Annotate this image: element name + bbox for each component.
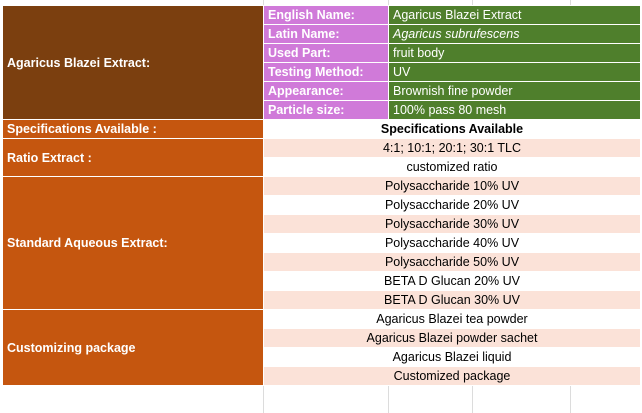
aqueous-row: Polysaccharide 20% UV xyxy=(3,195,641,215)
attribute-value[interactable]: fruit body xyxy=(388,43,641,63)
ratio-value[interactable]: customized ratio xyxy=(263,157,641,177)
attribute-value[interactable]: Agaricus subrufescens xyxy=(388,24,641,44)
customizing-row: Agaricus Blazei liquid xyxy=(3,347,641,367)
aqueous-value[interactable]: Polysaccharide 10% UV xyxy=(263,176,641,196)
customizing-row: Customizing package Agaricus Blazei tea … xyxy=(2,309,641,386)
attribute-label[interactable]: Appearance: xyxy=(263,81,389,101)
aqueous-value[interactable]: BETA D Glucan 30% UV xyxy=(263,290,641,310)
product-name-cell[interactable]: Agaricus Blazei Extract: xyxy=(2,5,264,120)
attribute-value[interactable]: UV xyxy=(388,62,641,82)
attribute-value[interactable]: Agaricus Blazei Extract xyxy=(388,5,641,25)
customizing-row: Customized package xyxy=(3,366,641,386)
aqueous-row: Standard Aqueous Extract: Polysaccharide… xyxy=(2,176,641,310)
aqueous-row: Polysaccharide 50% UV xyxy=(3,252,641,272)
aqueous-row: Polysaccharide 40% UV xyxy=(3,233,641,253)
aqueous-row: BETA D Glucan 20% UV xyxy=(3,271,641,291)
customizing-value[interactable]: Agaricus Blazei tea powder xyxy=(263,309,641,329)
aqueous-value[interactable]: BETA D Glucan 20% UV xyxy=(263,271,641,291)
attribute-label[interactable]: Used Part: xyxy=(263,43,389,63)
ratio-value[interactable]: 4:1; 10:1; 20:1; 30:1 TLC xyxy=(263,138,641,158)
attribute-row: Agaricus Blazei Extract: English Name: A… xyxy=(2,5,641,120)
spec-table: Agaricus Blazei Extract: English Name: A… xyxy=(2,5,641,386)
ratio-row: customized ratio xyxy=(3,157,641,177)
customizing-value[interactable]: Agaricus Blazei powder sachet xyxy=(263,328,641,348)
attribute-label[interactable]: Latin Name: xyxy=(263,24,389,44)
customizing-value[interactable]: Customized package xyxy=(263,366,641,386)
ratio-extract-label[interactable]: Ratio Extract : xyxy=(2,138,264,177)
attribute-label[interactable]: Testing Method: xyxy=(263,62,389,82)
specifications-header[interactable]: Specifications Available xyxy=(263,119,641,139)
specifications-row: Specifications Available : Specification… xyxy=(2,119,641,139)
aqueous-row: Polysaccharide 30% UV xyxy=(3,214,641,234)
attribute-row: Particle size: 100% pass 80 mesh xyxy=(3,100,641,120)
customizing-label[interactable]: Customizing package xyxy=(2,309,264,386)
aqueous-value[interactable]: Polysaccharide 50% UV xyxy=(263,252,641,272)
customizing-value[interactable]: Agaricus Blazei liquid xyxy=(263,347,641,367)
customizing-row: Agaricus Blazei powder sachet xyxy=(3,328,641,348)
standard-aqueous-label[interactable]: Standard Aqueous Extract: xyxy=(2,176,264,310)
attribute-row: Testing Method: UV xyxy=(3,62,641,82)
specifications-label[interactable]: Specifications Available : xyxy=(2,119,264,139)
aqueous-value[interactable]: Polysaccharide 20% UV xyxy=(263,195,641,215)
attribute-label[interactable]: Particle size: xyxy=(263,100,389,120)
attribute-row: Appearance: Brownish fine powder xyxy=(3,81,641,101)
attribute-value[interactable]: Brownish fine powder xyxy=(388,81,641,101)
attribute-label[interactable]: English Name: xyxy=(263,5,389,25)
aqueous-value[interactable]: Polysaccharide 40% UV xyxy=(263,233,641,253)
attribute-value[interactable]: 100% pass 80 mesh xyxy=(388,100,641,120)
aqueous-row: BETA D Glucan 30% UV xyxy=(3,290,641,310)
ratio-row: Ratio Extract : 4:1; 10:1; 20:1; 30:1 TL… xyxy=(2,138,641,177)
aqueous-value[interactable]: Polysaccharide 30% UV xyxy=(263,214,641,234)
